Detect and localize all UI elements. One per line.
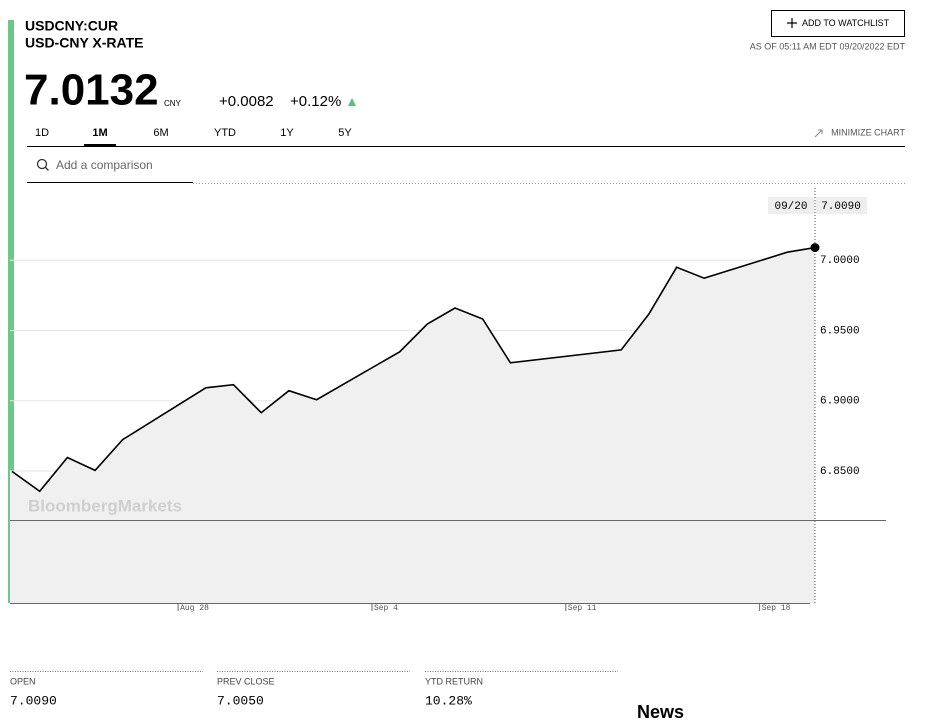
- stat-value: 10.28%: [425, 693, 472, 708]
- search-placeholder: Add a comparison: [56, 158, 153, 172]
- change-pct: +0.12%: [290, 93, 341, 110]
- change: +0.0082: [219, 93, 274, 110]
- stat-value: 7.0050: [217, 693, 264, 708]
- stat-label: PREV CLOSE: [217, 676, 275, 686]
- news-heading: News: [637, 702, 684, 719]
- plus-icon: [787, 18, 797, 28]
- watchlist-button[interactable]: ADD TO WATCHLIST: [771, 10, 905, 37]
- price-line: [11, 246, 816, 493]
- active-tab-underline: [84, 144, 116, 146]
- minimize-chart[interactable]: MINIMIZE CHART: [814, 127, 905, 138]
- y-tick-label: 6.8500: [820, 466, 860, 478]
- price: 7.0132: [24, 66, 159, 115]
- stat-label: OPEN: [10, 676, 36, 686]
- x-tick-label: Sep 18: [762, 604, 791, 613]
- tab[interactable]: 5Y: [338, 127, 352, 139]
- x-tick-label: Sep 4: [374, 604, 398, 613]
- tab[interactable]: 1M: [92, 127, 107, 139]
- crosshair-value: 7.0090: [821, 201, 861, 213]
- tab[interactable]: 6M: [153, 127, 168, 139]
- x-tick-label: Sep 11: [568, 604, 597, 613]
- up-arrow: [348, 98, 356, 106]
- search-icon-handle: [44, 166, 49, 171]
- last-point: [810, 243, 820, 253]
- watermark: BloombergMarkets: [28, 496, 182, 515]
- stat-label: YTD RETURN: [425, 676, 483, 686]
- minimize-icon: [814, 129, 823, 138]
- crosshair-date: 09/20: [774, 201, 807, 213]
- crosshair-date-box: [768, 197, 814, 214]
- minimize-label: MINIMIZE CHART: [831, 127, 905, 137]
- y-tick-label: 6.9500: [820, 325, 860, 337]
- chart: 6.8500 6.9000 6.9500 7.0000 BloombergMarkets…: [10, 188, 886, 613]
- stat-value: 7.0090: [10, 693, 57, 708]
- stats: OPEN 7.0090 PREV CLOSE 7.0050 YTD RETURN 10.2…: [10, 671, 618, 708]
- tabs: 1D 1M 6M YTD 1Y 5Y: [35, 127, 352, 146]
- button-label: ADD TO WATCHLIST: [802, 18, 890, 28]
- tab[interactable]: 1Y: [280, 127, 294, 139]
- y-tick-label: 7.0000: [820, 255, 860, 267]
- instrument-name: USD-CNY X-RATE: [25, 35, 144, 51]
- currency: CNY: [164, 99, 182, 108]
- tab[interactable]: YTD: [214, 127, 236, 139]
- crosshair-value-box: [816, 197, 867, 214]
- accent-bar: [8, 20, 14, 603]
- tab[interactable]: 1D: [35, 127, 49, 139]
- as-of: AS OF 05:11 AM EDT 09/20/2022 EDT: [750, 41, 906, 51]
- ticker: USDCNY:CUR: [25, 18, 118, 34]
- x-tick-label: Aug 28: [180, 604, 209, 613]
- search-icon: [36, 158, 48, 170]
- area: [10, 247, 815, 603]
- y-tick-label: 6.9000: [820, 396, 860, 408]
- comparison-search[interactable]: Add a comparison: [27, 158, 193, 183]
